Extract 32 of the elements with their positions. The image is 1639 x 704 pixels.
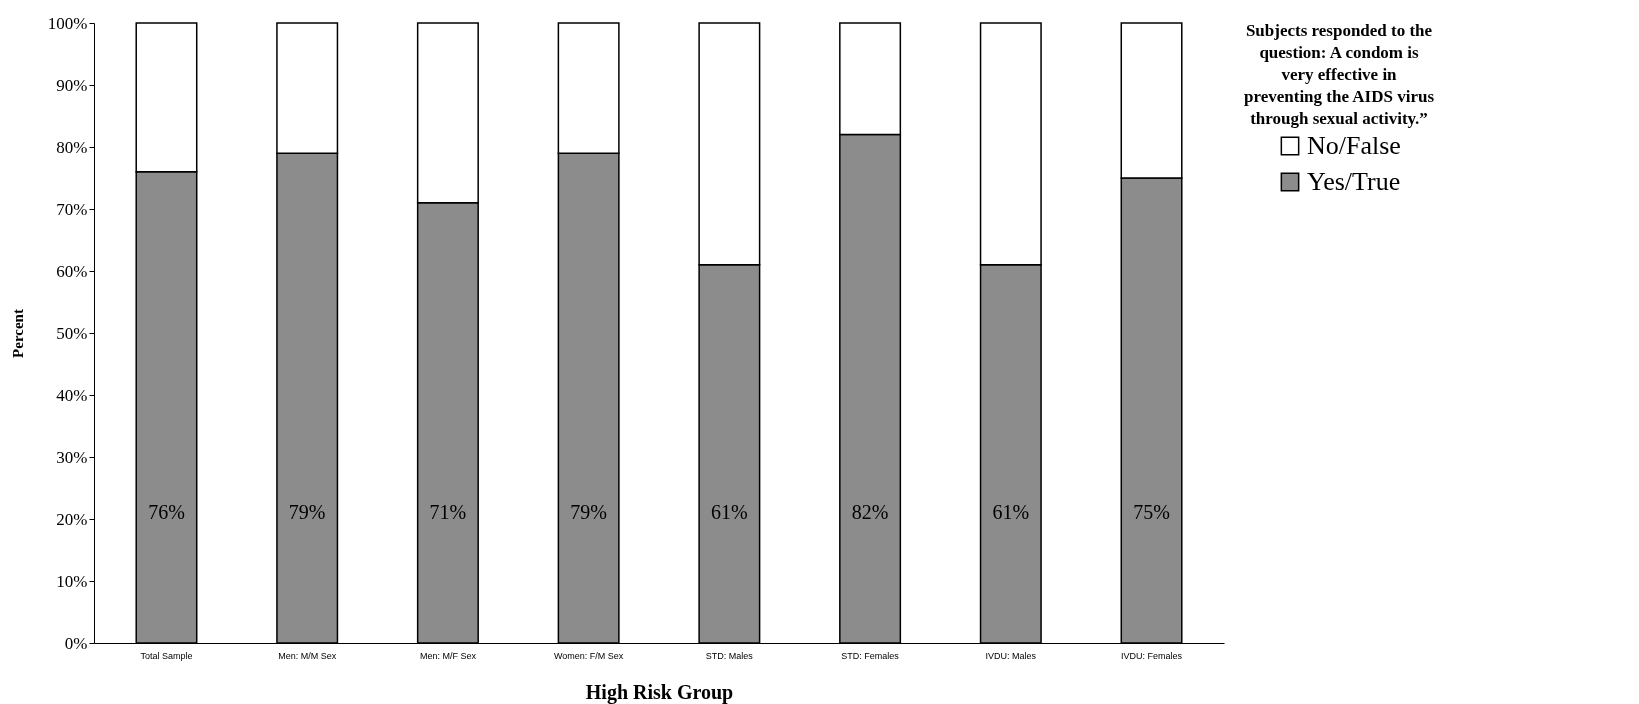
legend-label: No/False [1307,131,1401,160]
data-label: 61% [711,500,748,523]
x-tick-label: IVDU: Males [985,650,1037,661]
x-tick-label: Men: M/M Sex [278,650,337,661]
y-tick-label: 0% [64,633,88,653]
data-label: 79% [288,500,326,523]
data-label: 82% [851,500,889,523]
x-tick-label: STD: Males [705,650,754,661]
y-tick-label: 80% [56,137,88,157]
legend-label: Yes/True [1307,167,1401,196]
y-tick-label: 60% [56,261,88,281]
legend-title: Subjects responded to the question: A condom is very effective in preventing the AIDS virus through sexual activity.” [1243,21,1435,128]
x-axis-title: High Risk Group [585,680,734,704]
x-tick-label: STD: Females [841,650,900,661]
y-tick-label: 70% [56,199,88,219]
data-label: 61% [992,500,1030,523]
y-tick-label: 50% [56,323,88,343]
y-tick-label: 10% [56,571,88,591]
x-tick-label: Men: M/F Sex [419,650,477,661]
y-tick-label: 20% [56,509,88,529]
data-label: 76% [148,500,185,523]
x-tick-label: Women: F/M Sex [553,650,624,661]
y-tick-label: 40% [56,385,88,405]
data-label: 75% [1133,500,1170,523]
x-tick-label: IVDU: Females [1121,650,1183,661]
y-tick-label: 30% [56,447,88,467]
y-tick-label: 90% [56,75,88,95]
data-label: 79% [570,500,607,523]
y-axis-title: Percent [9,309,26,358]
x-tick-label: Total Sample [140,650,193,661]
y-tick-label: 100% [47,13,88,33]
data-label: 71% [429,500,467,523]
